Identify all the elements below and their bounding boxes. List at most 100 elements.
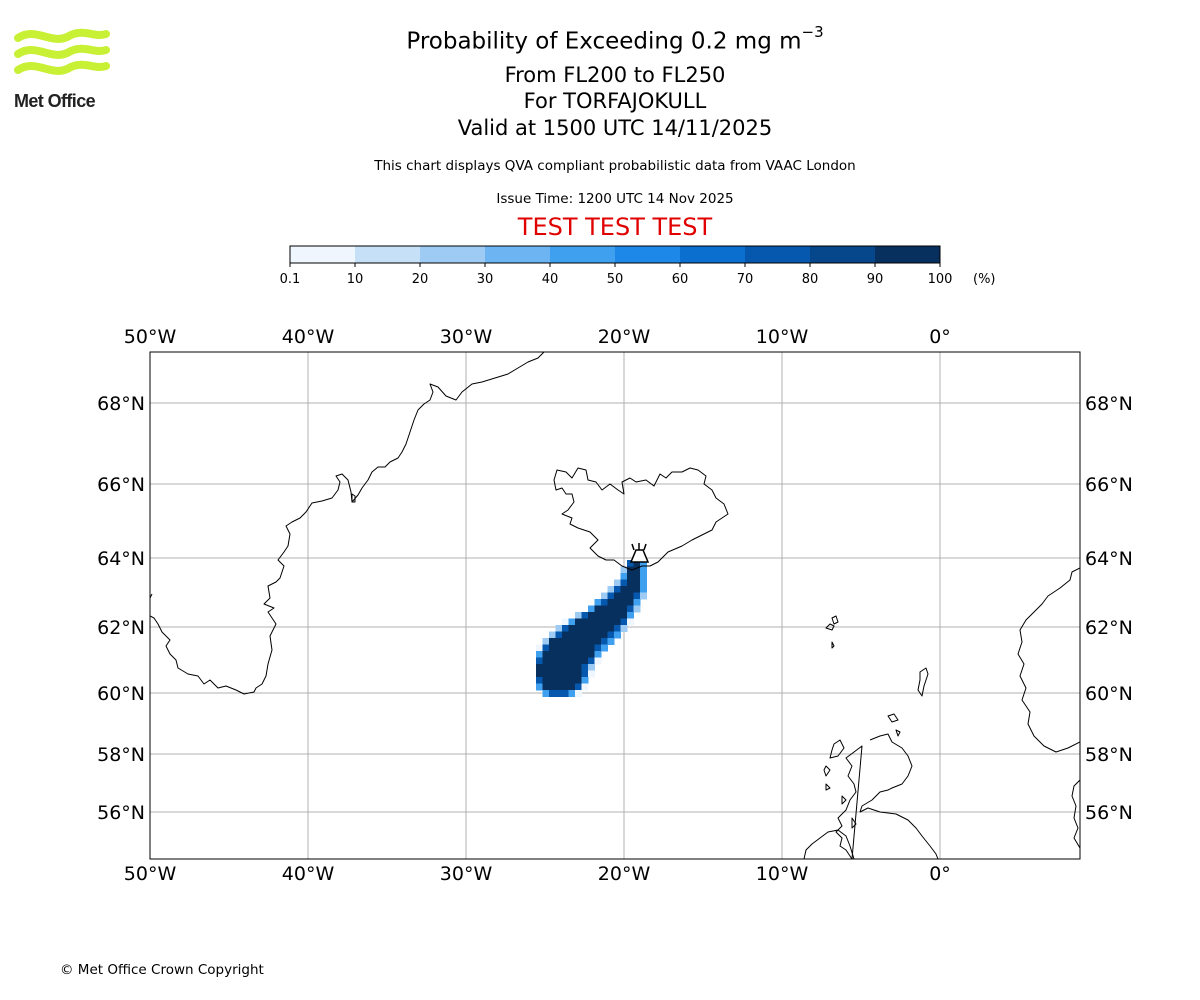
plume-cell [640,566,647,574]
plume-cell [594,605,602,613]
plume-cell [542,677,550,684]
longitude-label: 30°W [440,863,493,885]
plume-cell [588,625,595,632]
plume-cell [614,618,621,626]
colorbar-box [745,246,810,263]
plume-cell [575,625,582,632]
map-border [149,351,1081,860]
plume-cell [594,638,602,645]
flight-level-range: From FL200 to FL250 [504,63,726,87]
plume-cell [601,592,608,600]
plume-cell [588,644,595,652]
plume-cell [607,631,615,639]
latitude-labels-left: 68°N 66°N 64°N 62°N 60°N 58°N 56°N [97,393,145,824]
issue-time: Issue Time: 1200 UTC 14 Nov 2025 [496,191,734,207]
plume-cell [588,670,595,678]
hebrides-islands [823,739,857,829]
plume-cell [549,631,556,639]
plume-cell [627,599,634,606]
test-banner: TEST TEST TEST [517,213,713,241]
plume-cell [549,657,556,665]
plume-cell [549,664,556,671]
longitude-label: 30°W [440,326,493,348]
plume-cell [575,644,582,652]
colorbar-tick-label: 100 [928,272,953,287]
plume-cell [627,579,634,587]
plume-cell [575,683,582,691]
plume-cell [575,651,582,658]
plume-cell [620,573,628,580]
plume-cell [594,612,602,619]
plume-cell [555,677,563,684]
plume-cell [594,631,602,639]
plume-cell [536,657,543,665]
plume-cell [568,657,576,665]
colorbar-boxes [289,245,941,264]
plume-cell [581,631,589,639]
volcano-title: For TORFAJOKULL [523,89,707,113]
plume-cell [581,677,589,684]
plume-cell [627,566,634,574]
plume-cell [607,605,615,613]
longitude-label: 50°W [124,863,177,885]
plume-cell [581,612,589,619]
plume-cell [607,586,615,593]
latitude-label: 66°N [1085,474,1133,496]
plume-cell [562,664,569,671]
colorbar-box [290,246,355,263]
colorbar-box [875,246,940,263]
logo-wave-3 [14,60,110,75]
plume-cell [549,644,556,652]
plume-cell [633,605,641,613]
plume-cell [633,592,641,600]
scotland-coast [835,733,939,859]
plume-cell [542,638,550,645]
plume-cell [620,592,628,600]
plume-cell [575,677,582,684]
plume-cell [562,651,569,658]
plume-cell [542,683,550,691]
latitude-labels-right: 68°N 66°N 64°N 62°N 60°N 58°N 56°N [1085,393,1133,824]
ash-probability-plume [536,560,647,697]
plume-cell [594,618,602,626]
latitude-label: 60°N [97,683,145,705]
plume-cell [620,566,628,574]
plume-cell [588,651,595,658]
plume-cell [607,612,615,619]
latitude-label: 66°N [97,474,145,496]
plume-cell [562,625,569,632]
latitude-label: 64°N [1085,548,1133,570]
plume-cell [601,644,608,652]
plume-cell [568,683,576,691]
colorbar: 0.1 10 20 30 40 50 60 70 80 90 100 (%) [280,245,996,287]
plume-cell [542,644,550,652]
valid-time: Valid at 1500 UTC 14/11/2025 [457,116,773,140]
plume-cell [555,683,563,691]
plume-cell [555,670,563,678]
plume-cell [536,683,543,691]
plume-cell [601,638,608,645]
plume-cell [594,657,602,665]
colorbar-tick-label: 30 [477,272,494,287]
colorbar-tick-label: 10 [347,272,364,287]
norway-coast [1017,567,1080,753]
plume-cell [588,631,595,639]
plume-cell [562,683,569,691]
plume-cell [601,612,608,619]
plume-cell [620,605,628,613]
greenland-island [351,493,356,503]
map: 50°W 40°W 30°W 20°W 10°W 0° 50°W 40°W 30°W 20°W 1… [97,326,1133,885]
plume-cell [568,638,576,645]
plume-cell [588,612,595,619]
plume-cell [633,586,641,593]
plume-cell [640,579,647,587]
plume-cell [633,599,641,606]
latitude-label: 56°N [97,802,145,824]
plume-cell [568,618,576,626]
plume-cell [594,651,602,658]
plume-cell [575,638,582,645]
plume-cell [581,638,589,645]
longitude-labels-bottom: 50°W 40°W 30°W 20°W 10°W 0° [124,863,951,885]
plume-cell [640,560,647,567]
orkney-islands [887,713,901,737]
